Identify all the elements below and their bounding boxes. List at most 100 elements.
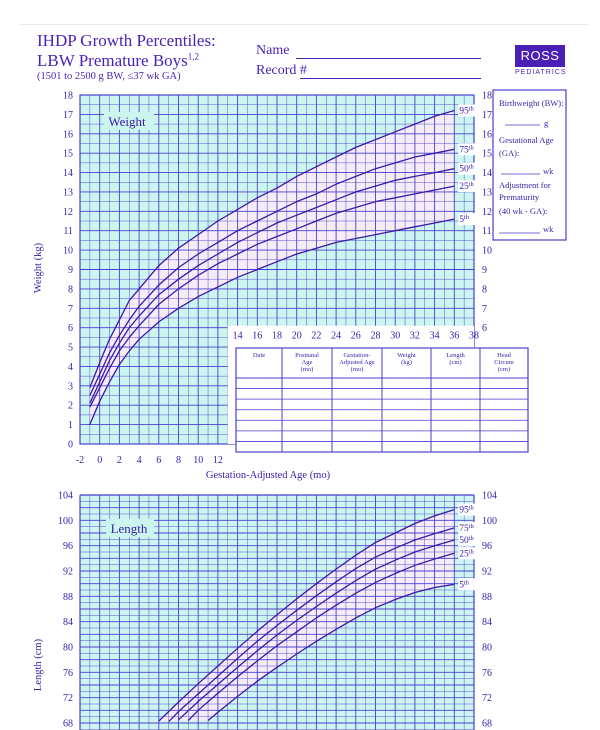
adjustment-label-3: (40 wk - GA): xyxy=(499,206,547,216)
weight-y-tick-right: 13 xyxy=(482,187,492,198)
weight-x-tick-lower: -2 xyxy=(76,455,84,466)
length-y-tick-left: 84 xyxy=(63,617,73,628)
weight-y-tick-left: 6 xyxy=(68,323,73,334)
weight-y-tick-left: 15 xyxy=(63,149,73,160)
adjustment-unit: wk xyxy=(543,224,554,234)
record-table-header-text: Postnatal xyxy=(295,352,319,359)
weight-percentile-label: 95th xyxy=(459,105,474,117)
weight-y-tick-left: 10 xyxy=(63,246,73,257)
length-y-tick-right: 92 xyxy=(482,567,492,578)
weight-x-tick-upper: 18 xyxy=(272,330,282,341)
weight-percentile-label-bg xyxy=(458,143,477,156)
weight-panel-title: Weight xyxy=(108,114,146,129)
length-percentile-label-bg xyxy=(458,521,477,534)
gestational-age-label-2: (GA): xyxy=(499,148,519,158)
weight-y-axis-label: Weight (kg) xyxy=(33,242,44,293)
length-title-bg xyxy=(106,519,154,537)
weight-y-tick-right: 14 xyxy=(482,168,492,179)
weight-x-axis-label: Gestation-Adjusted Age (mo) xyxy=(206,470,331,481)
name-field[interactable] xyxy=(296,58,481,59)
weight-y-tick-left: 14 xyxy=(63,168,73,179)
chart-subtitle: LBW Premature Boys1,2 xyxy=(37,51,199,71)
gestational-age-unit: wk xyxy=(543,166,554,176)
weight-percentile-label-bg xyxy=(458,104,477,117)
weight-y-tick-right: 7 xyxy=(482,304,487,315)
weight-y-tick-right: 6 xyxy=(482,323,487,334)
length-y-tick-right: 100 xyxy=(482,516,497,527)
weight-y-tick-right: 11 xyxy=(482,226,492,237)
record-table-header-text: Gestation- xyxy=(343,352,370,359)
weight-curve-75th xyxy=(89,148,455,396)
weight-x-tick-lower: 8 xyxy=(176,455,181,466)
birthweight-box xyxy=(492,89,567,241)
weight-y-tick-left: 1 xyxy=(68,420,73,431)
length-y-tick-left: 80 xyxy=(63,643,73,654)
weight-x-tick-upper: 34 xyxy=(430,330,440,341)
record-table-header-text: Weight xyxy=(397,352,416,359)
weight-x-tick-upper: 28 xyxy=(371,330,381,341)
weight-percentile-label: 50th xyxy=(459,163,474,175)
weight-curve-25th xyxy=(89,185,455,408)
length-y-tick-left: 96 xyxy=(63,541,73,552)
length-y-tick-right: 88 xyxy=(482,592,492,603)
weight-percentile-label: 25th xyxy=(459,181,474,193)
adjustment-label: Adjustment for xyxy=(499,180,551,190)
weight-x-tick-lower: 10 xyxy=(193,455,203,466)
weight-y-tick-left: 18 xyxy=(63,91,73,102)
name-label: Name xyxy=(256,43,290,58)
weight-x-tick-upper: 36 xyxy=(449,330,459,341)
weight-y-tick-right: 8 xyxy=(482,284,487,295)
weight-y-tick-left: 9 xyxy=(68,265,73,276)
weight-x-tick-upper: 16 xyxy=(252,330,262,341)
record-table-header-text: Length xyxy=(446,352,465,359)
weight-y-tick-left: 13 xyxy=(63,187,73,198)
record-table-header-text: (mo) xyxy=(351,366,364,373)
length-y-tick-left: 104 xyxy=(58,491,73,502)
length-y-tick-right: 96 xyxy=(482,541,492,552)
length-curve-50th xyxy=(178,539,455,721)
record-table-header-text: Adjusted Age xyxy=(339,359,375,366)
length-percentile-label-bg xyxy=(458,547,477,560)
weight-y-tick-right: 15 xyxy=(482,149,492,160)
record-table-header-text: Date xyxy=(253,352,265,359)
record-table-header-text: (kg) xyxy=(401,359,412,366)
weight-x-tick-upper: 20 xyxy=(292,330,302,341)
weight-y-tick-left: 17 xyxy=(63,110,73,121)
length-percentile-label-bg xyxy=(458,503,477,516)
weight-x-tick-lower: 4 xyxy=(137,455,142,466)
record-table-header-text: (mo) xyxy=(301,366,314,373)
length-y-tick-right: 104 xyxy=(482,491,497,502)
length-y-tick-right: 72 xyxy=(482,693,492,704)
weight-percentile-band xyxy=(89,110,455,425)
length-y-tick-right: 68 xyxy=(482,719,492,730)
top-divider xyxy=(20,24,588,25)
weight-x-tick-upper: 14 xyxy=(233,330,243,341)
weight-x-tick-upper: 32 xyxy=(410,330,420,341)
chart-title: IHDP Growth Percentiles: xyxy=(37,31,216,50)
length-percentile-label-bg xyxy=(458,578,477,591)
weight-curve-95th xyxy=(89,109,455,389)
record-table-header-text: (cm) xyxy=(449,359,461,366)
record-field[interactable] xyxy=(300,78,481,79)
weight-y-tick-left: 8 xyxy=(68,284,73,295)
record-label: Record # xyxy=(256,63,307,78)
weight-x-tick-upper: 22 xyxy=(311,330,321,341)
length-y-tick-left: 92 xyxy=(63,567,73,578)
length-y-tick-left: 76 xyxy=(63,668,73,679)
record-table-header-text: Circum xyxy=(494,359,514,366)
adjustment-label-2: Prematurity xyxy=(499,192,540,202)
record-table-header-text: Age xyxy=(302,359,313,366)
length-y-tick-left: 68 xyxy=(63,719,73,730)
length-percentile-label: 5th xyxy=(459,579,470,591)
length-y-tick-left: 88 xyxy=(63,592,73,603)
weight-percentile-label: 5th xyxy=(459,214,470,226)
gestational-age-label: Gestational Age xyxy=(499,135,554,145)
length-curve-25th xyxy=(187,552,455,721)
weight-x-tick-upper: 26 xyxy=(351,330,361,341)
length-curve-95th xyxy=(158,508,455,722)
weight-y-tick-left: 3 xyxy=(68,381,73,392)
weight-curve-5th xyxy=(89,218,455,425)
weight-y-tick-left: 7 xyxy=(68,304,73,315)
weight-title-bg xyxy=(104,112,154,130)
